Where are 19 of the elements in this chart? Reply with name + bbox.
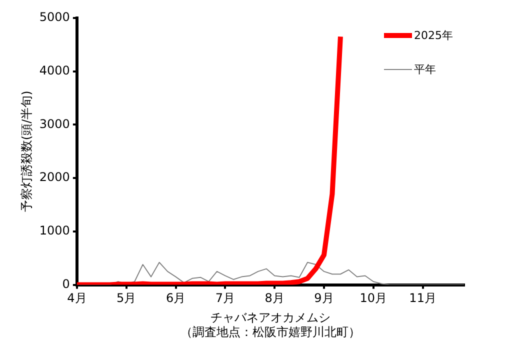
y-axis-title: 予察灯誘殺数(頭/半旬) (19, 90, 34, 212)
x-axis-title: チャバネアオカメムシ (210, 310, 330, 325)
x-tick-label: 9月 (314, 291, 334, 306)
x-tick-label: 8月 (264, 291, 284, 306)
y-tick-label: 0 (62, 276, 70, 291)
x-tick-label: 11月 (409, 291, 436, 306)
x-tick-label: 4月 (67, 291, 87, 306)
legend-label: 平年 (414, 62, 436, 76)
x-tick-label: 7月 (215, 291, 235, 306)
text: （調査地点：松阪市嬉野川北町） (180, 324, 360, 339)
y-tick-label: 2000 (39, 170, 70, 184)
x-tick-label: 6月 (166, 291, 186, 306)
y-tick-label: 5000 (39, 10, 70, 24)
x-tick-label: 5月 (116, 291, 136, 306)
legend-label: 2025年 (414, 28, 453, 42)
y-tick-label: 4000 (39, 63, 70, 78)
y-tick-label: 1000 (39, 224, 70, 238)
x-tick-label: 10月 (360, 291, 388, 306)
y-tick-label: 3000 (39, 116, 70, 131)
